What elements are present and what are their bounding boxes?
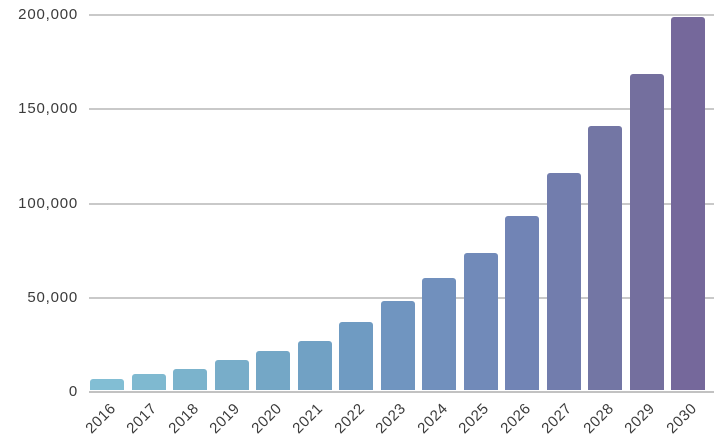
bar-2027 xyxy=(546,173,581,390)
bar-2030 xyxy=(671,17,705,390)
bar-2025 xyxy=(463,253,498,390)
bar-2018 xyxy=(173,369,207,390)
x-axis-baseline xyxy=(89,391,714,393)
x-tick-label: 2026 xyxy=(496,400,535,438)
bar-2026 xyxy=(505,216,539,390)
bar-2022 xyxy=(339,321,373,390)
bar-group-2016: 2016 xyxy=(82,15,124,437)
x-tick-label: 2028 xyxy=(579,400,618,438)
bar-2019 xyxy=(214,360,249,390)
x-tick-label: 2027 xyxy=(538,400,576,438)
bar-group-2029: 2029 xyxy=(621,15,664,437)
x-tick-label: 2025 xyxy=(455,400,493,438)
y-axis: 0 50,000 100,000 150,000 200,000 xyxy=(0,0,78,447)
bar-2023 xyxy=(380,301,415,390)
bar-2017 xyxy=(131,374,166,390)
bar-group-2020: 2020 xyxy=(248,15,290,437)
gridline xyxy=(89,202,714,205)
bar-group-2025: 2025 xyxy=(455,15,498,437)
bar-2020 xyxy=(256,351,290,390)
x-tick-label: 2030 xyxy=(662,400,701,438)
x-tick-label: 2018 xyxy=(164,400,203,438)
y-tick-label: 100,000 xyxy=(18,194,78,212)
bar-2016 xyxy=(90,378,124,390)
bar-2029 xyxy=(629,73,664,390)
x-tick-label: 2021 xyxy=(289,400,327,438)
bar-group-2022: 2022 xyxy=(331,15,373,437)
x-tick-label: 2023 xyxy=(372,400,410,438)
bar-group-2026: 2026 xyxy=(497,15,539,437)
gridline xyxy=(89,296,714,299)
bar-group-2019: 2019 xyxy=(206,15,249,437)
x-tick-label: 2029 xyxy=(621,400,659,438)
bar-group-2024: 2024 xyxy=(414,15,456,437)
x-tick-label: 2019 xyxy=(206,400,244,438)
gridline xyxy=(89,14,714,16)
y-tick-label: 50,000 xyxy=(27,288,78,306)
x-tick-label: 2017 xyxy=(123,400,161,438)
bar-group-2027: 2027 xyxy=(538,15,581,437)
bar-2024 xyxy=(422,278,456,390)
x-tick-label: 2016 xyxy=(81,400,120,438)
x-tick-label: 2020 xyxy=(247,400,286,438)
bar-group-2030: 2030 xyxy=(663,15,705,437)
x-tick-label: 2022 xyxy=(330,400,369,438)
bar-2028 xyxy=(588,126,622,390)
bar-group-2023: 2023 xyxy=(372,15,415,437)
bar-group-2018: 2018 xyxy=(165,15,207,437)
x-tick-label: 2024 xyxy=(413,400,452,438)
bar-2021 xyxy=(297,340,332,390)
gridline xyxy=(89,108,714,111)
bar-group-2021: 2021 xyxy=(289,15,332,437)
y-tick-label: 200,000 xyxy=(18,6,78,24)
bars-group: 2016 2017 2018 2019 2020 2021 2022 2023 2024 2025… xyxy=(82,15,714,437)
bar-group-2017: 2017 xyxy=(123,15,166,437)
plot-area: 2016 2017 2018 2019 2020 2021 2022 2023 2024 2025… xyxy=(82,14,714,437)
bar-group-2028: 2028 xyxy=(580,15,622,437)
y-tick-label: 0 xyxy=(68,383,78,401)
y-tick-label: 150,000 xyxy=(18,100,78,118)
